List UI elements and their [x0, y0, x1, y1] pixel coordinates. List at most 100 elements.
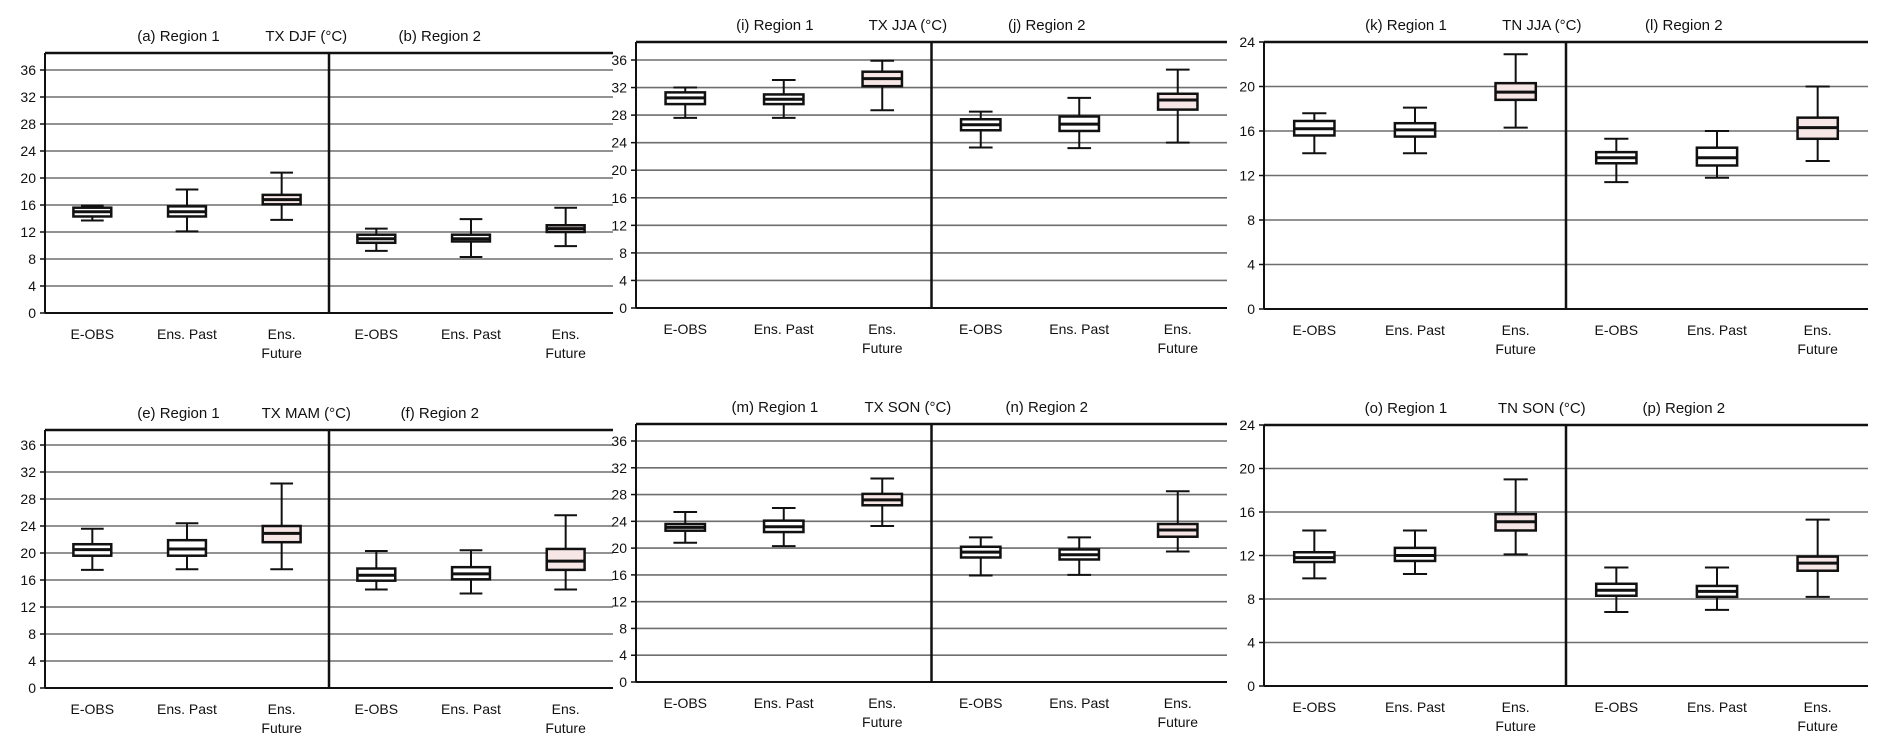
y-tick-label: 20 — [611, 540, 627, 556]
x-category-label: Ens. Past — [1687, 699, 1747, 715]
x-category-label: E-OBS — [663, 695, 707, 711]
x-category-label: Ens. — [268, 326, 296, 342]
x-category-label: Future — [545, 345, 586, 361]
boxplot-ens-past-r1 — [762, 506, 805, 548]
boxplot-ens-past-r1 — [1393, 106, 1437, 155]
x-category-label: Ens. Past — [1049, 695, 1109, 711]
boxplot-ens-future-r1 — [261, 171, 302, 221]
panel-title: TX SON (°C) — [864, 399, 951, 416]
y-tick-label: 36 — [20, 62, 36, 78]
x-category-label: Future — [1495, 341, 1536, 357]
boxplot-e-obs-r2 — [356, 227, 397, 252]
y-tick-label: 8 — [619, 245, 627, 261]
x-category-label: E-OBS — [1595, 699, 1639, 715]
x-category-label: Future — [1797, 341, 1838, 357]
x-category-label: Ens. Past — [157, 701, 217, 717]
chart-panel-3: 0 4 8 12 16 20 24 (k) Region 1 TN JJA (°C) (l) Re… — [1239, 17, 1868, 357]
boxplot-ens-future-r2 — [1796, 518, 1840, 598]
boxplot-e-obs-r2 — [1594, 137, 1638, 184]
y-tick-label: 20 — [20, 170, 36, 186]
boxplot-ens-past-r2 — [1695, 566, 1739, 611]
x-category-label: Ens. Past — [1687, 322, 1747, 338]
x-category-label: Future — [1158, 714, 1199, 730]
boxplot-ens-future-r2 — [1796, 85, 1840, 163]
boxplot-ens-future-r1 — [1494, 478, 1538, 556]
x-category-label: Ens. — [552, 326, 580, 342]
boxplot-e-obs-r2 — [959, 110, 1002, 149]
boxplot-e-obs-r2 — [959, 536, 1002, 577]
boxplot-ens-past-r1 — [166, 522, 208, 571]
x-category-label: E-OBS — [71, 701, 115, 717]
x-category-label: Ens. — [1502, 699, 1530, 715]
y-tick-label: 12 — [611, 217, 627, 233]
y-tick-label: 16 — [20, 572, 36, 588]
box-iqr — [545, 547, 586, 572]
y-tick-label: 0 — [619, 300, 627, 316]
x-category-label: E-OBS — [355, 701, 399, 717]
panel-title: (e) Region 1 — [137, 405, 220, 422]
x-category-label: Ens. Past — [1385, 699, 1445, 715]
boxplot-ens-future-r2 — [545, 514, 586, 591]
boxplot-ens-past-r2 — [1695, 130, 1739, 179]
x-category-label: Ens. Past — [441, 326, 501, 342]
boxplot-e-obs-r1 — [664, 86, 707, 119]
y-tick-label: 32 — [611, 80, 627, 96]
y-tick-label: 4 — [1247, 257, 1255, 273]
x-category-label: Ens. Past — [754, 321, 814, 337]
boxplot-ens-future-r2 — [1156, 68, 1199, 144]
x-category-label: Future — [261, 345, 302, 361]
y-tick-label: 24 — [611, 513, 627, 529]
x-category-label: E-OBS — [663, 321, 707, 337]
y-tick-label: 0 — [1247, 301, 1255, 317]
panel-title: TX MAM (°C) — [262, 405, 351, 422]
x-category-label: Ens. — [268, 701, 296, 717]
y-tick-label: 28 — [20, 491, 36, 507]
y-tick-label: 36 — [20, 437, 36, 453]
x-category-label: Future — [862, 340, 903, 356]
x-category-label: E-OBS — [1595, 322, 1639, 338]
y-tick-label: 16 — [1239, 504, 1255, 520]
boxplot-ens-past-r2 — [450, 218, 492, 258]
y-tick-label: 0 — [619, 674, 627, 690]
boxplot-e-obs-r1 — [1292, 529, 1336, 580]
chart-panel-5: 0 4 8 12 16 20 24 28 32 36 (m) Region 1 TX SON (°C)… — [611, 399, 1227, 730]
boxplot-ens-future-r2 — [545, 206, 586, 248]
x-category-label: Ens. — [868, 321, 896, 337]
x-category-label: E-OBS — [1293, 699, 1337, 715]
y-tick-label: 32 — [20, 89, 36, 105]
x-category-label: Future — [545, 720, 586, 736]
x-category-label: Future — [862, 714, 903, 730]
boxplot-e-obs-r1 — [72, 527, 113, 571]
panel-title: TN SON (°C) — [1498, 400, 1586, 417]
y-tick-label: 16 — [611, 567, 627, 583]
y-tick-label: 12 — [20, 224, 36, 240]
y-tick-label: 16 — [20, 197, 36, 213]
boxplot-e-obs-r1 — [72, 204, 113, 222]
x-category-label: Ens. Past — [441, 701, 501, 717]
boxplot-ens-future-r1 — [1494, 53, 1538, 129]
boxplot-e-obs-r2 — [1594, 566, 1638, 614]
panel-title: (b) Region 2 — [398, 28, 481, 45]
panel-title: (f) Region 2 — [401, 405, 479, 422]
y-tick-label: 28 — [611, 107, 627, 123]
y-tick-label: 16 — [1239, 123, 1255, 139]
y-tick-label: 8 — [1247, 212, 1255, 228]
y-tick-label: 0 — [1247, 678, 1255, 694]
x-category-label: Future — [1797, 718, 1838, 734]
x-category-label: Ens. — [1164, 321, 1192, 337]
y-tick-label: 24 — [1239, 417, 1255, 433]
y-tick-label: 12 — [1239, 548, 1255, 564]
y-tick-label: 24 — [1239, 34, 1255, 50]
y-tick-label: 4 — [619, 272, 627, 288]
x-category-label: Ens. Past — [754, 695, 814, 711]
x-category-label: Ens. — [1804, 322, 1832, 338]
y-tick-label: 8 — [28, 626, 36, 642]
chart-panel-2: 0 4 8 12 16 20 24 28 32 36 (i) Region 1 TX JJA (°C)… — [611, 17, 1227, 356]
y-tick-label: 4 — [619, 647, 627, 663]
x-category-label: E-OBS — [71, 326, 115, 342]
y-tick-label: 20 — [1239, 79, 1255, 95]
x-category-label: Ens. — [868, 695, 896, 711]
y-tick-label: 16 — [611, 190, 627, 206]
x-category-label: E-OBS — [959, 321, 1003, 337]
y-tick-label: 8 — [1247, 591, 1255, 607]
